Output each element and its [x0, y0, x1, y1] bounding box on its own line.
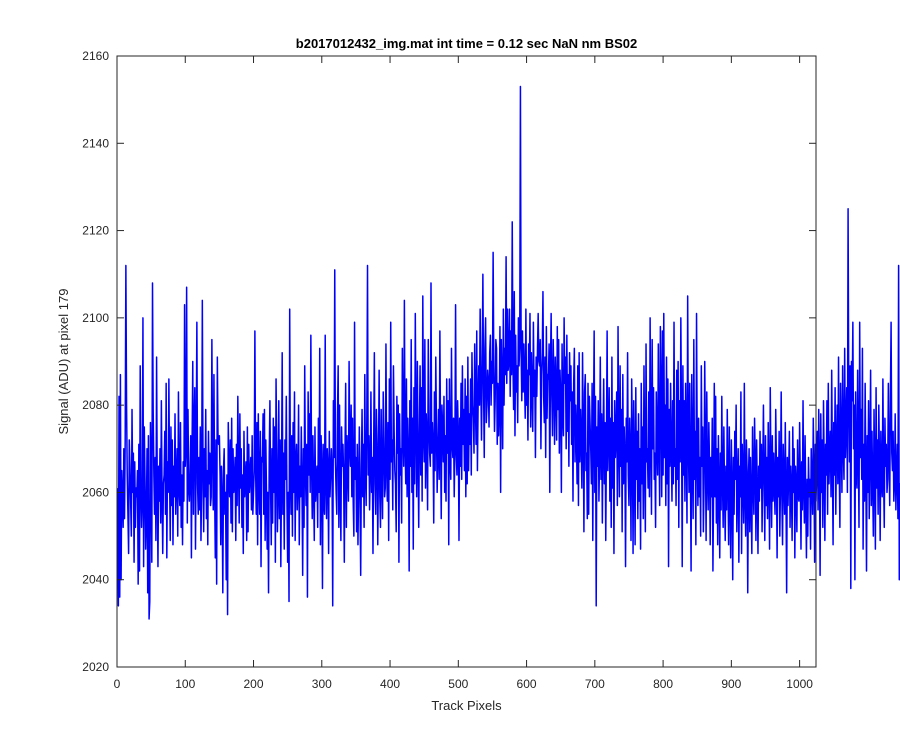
y-tick-label: 2080	[82, 398, 109, 412]
y-tick-label: 2100	[82, 311, 109, 325]
y-axis: 2020 2040 2060 2080 2100 2120 2140 2160	[82, 49, 816, 674]
y-tick-label: 2020	[82, 660, 109, 674]
plot-frame	[116, 55, 817, 668]
y-tick-label: 2040	[82, 573, 109, 587]
y-tick-label: 2160	[82, 49, 109, 63]
x-tick-label: 800	[653, 677, 673, 691]
x-tick-label: 500	[448, 677, 468, 691]
x-tick-label: 1000	[786, 677, 813, 691]
x-tick-label: 100	[175, 677, 195, 691]
x-tick-label: 300	[312, 677, 332, 691]
chart-title: b2017012432_img.mat int time = 0.12 sec …	[296, 36, 637, 51]
plot-area	[117, 56, 816, 667]
series-layer	[116, 85, 900, 620]
x-tick-label: 900	[721, 677, 741, 691]
y-axis-label: Signal (ADU) at pixel 179	[56, 289, 71, 435]
y-tick-label: 2060	[82, 485, 109, 499]
y-tick-label: 2140	[82, 136, 109, 150]
x-tick-label: 700	[585, 677, 605, 691]
x-tick-label: 400	[380, 677, 400, 691]
x-tick-label: 200	[244, 677, 264, 691]
x-axis-label: Track Pixels	[431, 698, 502, 713]
x-axis: 0 100 200 300 400 500 600 700 800 900 1000	[114, 56, 813, 691]
x-tick-label: 600	[517, 677, 537, 691]
y-tick-label: 2120	[82, 224, 109, 238]
series-line-1	[116, 85, 900, 620]
x-tick-label: 0	[114, 677, 121, 691]
